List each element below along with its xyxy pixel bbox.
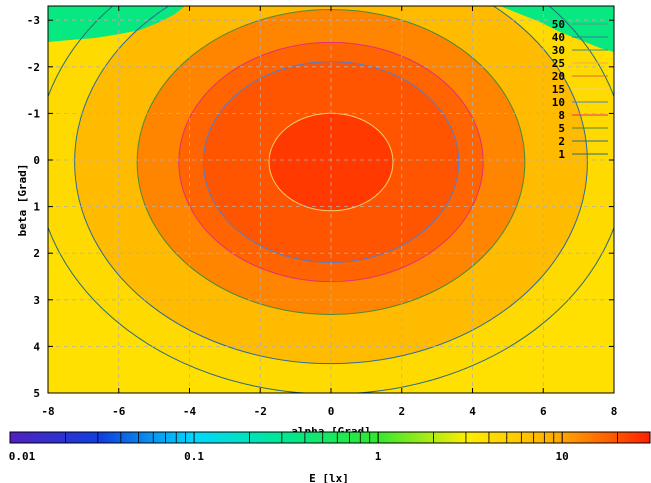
- low-value-region: [48, 6, 614, 52]
- x-tick-label: 8: [611, 405, 618, 418]
- y-tick-label: 5: [33, 387, 40, 400]
- y-tick-label: 4: [33, 340, 40, 353]
- colorbar-tick-label: 1: [375, 450, 382, 463]
- legend-entry-label: 5: [558, 122, 565, 135]
- low-value-region-right: [500, 6, 614, 52]
- y-tick-label: -3: [27, 14, 40, 27]
- low-value-region-left: [48, 6, 185, 42]
- legend-entry-label: 15: [552, 83, 565, 96]
- colorbar-ticks: 0.01 0.1 1 10: [9, 432, 651, 463]
- legend-entry-label: 50: [552, 18, 565, 31]
- y-tick-label: 2: [33, 247, 40, 260]
- colorbar-frame: [9, 431, 651, 444]
- y-tick-label: -2: [27, 61, 40, 74]
- legend-entry-label: 25: [552, 57, 565, 70]
- legend-entry-label: 20: [552, 70, 565, 83]
- legend-entry-label: 10: [552, 96, 565, 109]
- colorbar-label: E [lx]: [309, 472, 349, 483]
- colorbar-tick-label: 0.01: [9, 450, 36, 463]
- legend-entry-label: 40: [552, 31, 565, 44]
- legend-entry-label: 30: [552, 44, 565, 57]
- colorbar: 0.01 0.1 1 10: [9, 431, 651, 463]
- contour-line: [74, 6, 588, 365]
- y-tick-label: -1: [27, 107, 41, 120]
- x-tick-label: -8: [41, 405, 54, 418]
- colorbar-tick-label: 10: [556, 450, 569, 463]
- grid-lines: [48, 6, 614, 393]
- plot-area: [48, 6, 614, 393]
- legend-entry-label: 2: [558, 135, 565, 148]
- legend-entry-label: 8: [558, 109, 565, 122]
- x-tick-label: 2: [398, 405, 405, 418]
- x-tick-label: 4: [469, 405, 476, 418]
- x-tick-label: -2: [254, 405, 267, 418]
- x-tick-label: -4: [183, 405, 197, 418]
- y-tick-label: 1: [33, 201, 40, 214]
- x-axis: -8 -6 -4 -2 0 2 4 6 8: [41, 6, 617, 418]
- y-axis-label: beta [Grad]: [16, 164, 29, 237]
- x-tick-label: 0: [328, 405, 335, 418]
- legend-entry-label: 1: [558, 148, 565, 161]
- y-tick-label: 3: [33, 294, 40, 307]
- y-tick-label: 0: [33, 154, 40, 167]
- colorbar-strip: [10, 432, 650, 443]
- x-tick-label: 6: [540, 405, 547, 418]
- x-tick-label: -6: [112, 405, 126, 418]
- colorbar-tick-label: 0.1: [184, 450, 204, 463]
